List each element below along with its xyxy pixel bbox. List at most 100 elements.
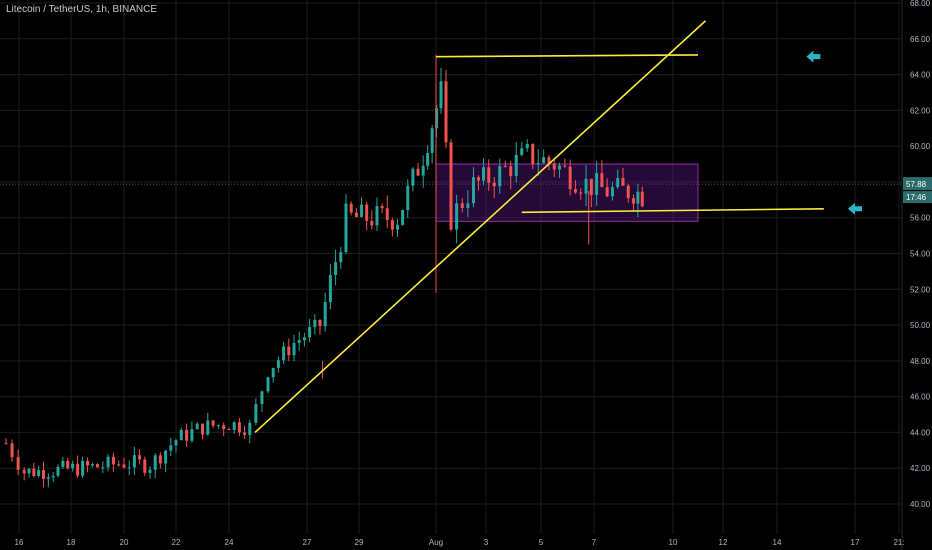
last-price-label: 57.88: [906, 180, 927, 189]
candle: [260, 390, 264, 412]
candle: [460, 198, 464, 213]
candle-body: [640, 191, 644, 207]
candle-body: [360, 204, 364, 217]
candle-body: [525, 143, 529, 149]
candle: [365, 201, 369, 231]
candle: [96, 463, 99, 468]
candle-body: [32, 468, 36, 477]
candle: [174, 439, 178, 453]
time-tick-label: 10: [669, 538, 678, 547]
candle: [122, 457, 126, 469]
candle: [86, 457, 90, 473]
candle: [552, 159, 556, 177]
candle: [416, 163, 420, 176]
candle: [37, 465, 41, 478]
candle-body: [466, 203, 470, 209]
candle-body: [61, 460, 65, 467]
candle: [276, 356, 280, 373]
candle-body: [254, 404, 258, 423]
candle-body: [308, 327, 312, 338]
price-tick-label: 64.00: [910, 71, 931, 80]
price-tick-label: 44.00: [910, 428, 931, 437]
candle: [595, 160, 599, 206]
candle: [573, 180, 577, 194]
candle-body: [426, 152, 430, 166]
arrows: [806, 50, 862, 215]
trendline: [521, 207, 824, 214]
price-tick-label: 48.00: [910, 357, 931, 366]
candle-body: [190, 429, 194, 441]
candle: [111, 452, 115, 472]
candle-body: [227, 429, 231, 431]
candle-body: [211, 420, 215, 426]
candle-body: [552, 163, 556, 170]
candle: [370, 210, 374, 230]
candle-body: [584, 178, 588, 194]
candle: [455, 194, 459, 244]
candle: [148, 466, 152, 479]
candle: [525, 139, 529, 152]
candle-body: [56, 466, 60, 476]
candle: [216, 424, 220, 429]
candle-body: [22, 469, 26, 474]
candle-body: [605, 187, 609, 197]
candle-body: [589, 178, 593, 196]
candle-body: [195, 423, 199, 430]
candle: [536, 149, 540, 176]
candles: [4, 54, 644, 488]
candle-body: [380, 206, 384, 209]
candle-body: [297, 340, 301, 343]
candle-body: [610, 187, 614, 197]
candle: [503, 160, 507, 168]
candle: [46, 473, 50, 488]
candle: [292, 334, 296, 362]
time-tick-label: 24: [225, 538, 234, 547]
candle: [380, 203, 384, 214]
time-axis[interactable]: 16 18 20 22 24 27 29 Aug 3 5 7 10 12 14 17 21:: [15, 538, 905, 547]
candle-body: [37, 469, 41, 477]
symbol-title: Litecoin / TetherUS, 1h, BINANCE: [6, 4, 157, 15]
candle: [466, 190, 470, 217]
candle-body: [237, 422, 241, 433]
time-tick-label: 3: [484, 538, 489, 547]
candle-body: [509, 166, 513, 177]
candle: [271, 367, 275, 383]
candle-body: [260, 391, 264, 405]
time-tick-label: 5: [539, 538, 544, 547]
candle: [16, 449, 20, 476]
candle-body: [158, 455, 162, 464]
candle: [411, 167, 415, 192]
candle: [406, 179, 410, 218]
candle-body: [51, 475, 55, 478]
candle: [435, 105, 439, 138]
candle: [375, 197, 379, 232]
candle-body: [498, 166, 502, 187]
candle-body: [27, 468, 31, 474]
candle: [421, 155, 425, 188]
candle-body: [503, 166, 507, 168]
candle-body: [334, 262, 338, 275]
candle: [76, 455, 80, 478]
candle: [254, 398, 258, 426]
time-tick-label: 20: [120, 538, 129, 547]
candle: [248, 419, 252, 444]
candle-body: [547, 157, 551, 164]
candle: [66, 457, 70, 470]
candle: [626, 183, 630, 203]
price-axis[interactable]: 68.0066.0064.0062.0060.0058.0056.0054.00…: [903, 0, 932, 509]
price-tick-label: 52.00: [910, 285, 931, 294]
time-tick-label: 14: [773, 538, 782, 547]
candle: [117, 460, 121, 467]
candle-body: [323, 302, 327, 327]
candle-body: [143, 459, 147, 473]
candle: [211, 419, 215, 429]
candle-body: [148, 469, 152, 473]
candle: [32, 462, 36, 478]
candle: [610, 181, 614, 201]
candle-body: [616, 178, 620, 188]
grid: [0, 0, 903, 550]
candle: [308, 318, 312, 343]
candle: [297, 331, 301, 351]
candle-body: [81, 460, 85, 476]
